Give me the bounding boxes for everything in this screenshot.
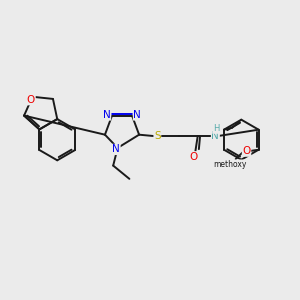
- Text: O: O: [242, 146, 251, 156]
- Text: N: N: [112, 144, 120, 154]
- Text: O: O: [190, 152, 198, 162]
- Text: methoxy: methoxy: [214, 160, 247, 169]
- Text: N: N: [103, 110, 111, 120]
- Text: O: O: [27, 95, 35, 105]
- Text: H: H: [213, 124, 219, 133]
- Text: S: S: [154, 131, 161, 141]
- Text: N: N: [134, 110, 141, 120]
- Text: N: N: [212, 131, 219, 141]
